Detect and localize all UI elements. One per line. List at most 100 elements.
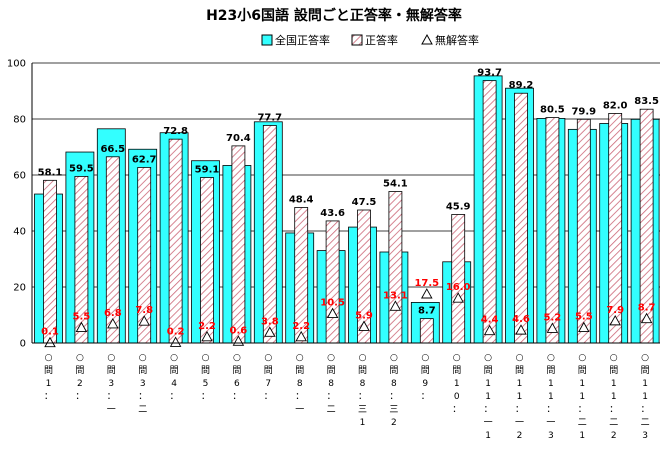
bar-correct (419, 318, 434, 344)
value-label-no-answer: 5.9 (355, 310, 373, 321)
marker-no-answer (326, 307, 339, 319)
value-label-no-answer: 3.8 (261, 316, 279, 327)
marker-no-answer (75, 321, 88, 333)
value-label-correct: 58.1 (38, 167, 63, 178)
x-category-glyph: ○ (170, 353, 178, 363)
x-category-glyph: 問 (44, 365, 53, 376)
x-category-glyph: ： (75, 392, 84, 402)
x-category-glyph: ： (327, 392, 336, 402)
x-category-glyph: 4 (171, 379, 177, 389)
marker-no-answer (138, 315, 150, 326)
x-category-glyph: ： (358, 392, 367, 402)
value-label-correct: 83.5 (634, 96, 659, 107)
x-axis-categories: ○ 問 1 ： ○ 問 2 ： ○ 問 3 ： 一 ○ 問 3 ： 二 ○ 問 4 ： ○ 問 5 ： ○ 問 6 ： ○ 問 7 ： ○ 問 8 ： 一 ○… (44, 353, 650, 441)
x-category-glyph: ： (389, 392, 398, 402)
value-label-no-answer: 17.5 (414, 278, 439, 289)
bar-correct (43, 179, 57, 344)
value-label-correct: 89.2 (509, 80, 534, 91)
x-category-glyph: ： (264, 392, 273, 402)
value-label-no-answer: 0.1 (41, 327, 59, 338)
x-category-glyph: 2 (517, 431, 523, 441)
x-category-glyph: 二 (641, 418, 650, 428)
marker-no-answer (640, 312, 653, 324)
x-category-glyph: ： (170, 392, 179, 402)
value-labels: 58.1 0.1 59.5 5.5 66.5 6.8 62.7 7.8 72.8 0.2 59.1 2… (38, 68, 659, 338)
x-category-glyph: ○ (421, 353, 429, 363)
value-label-correct: 80.5 (540, 105, 565, 116)
value-label-correct: 45.9 (446, 201, 471, 212)
marker-no-answer (107, 318, 119, 329)
legend-marker-no-answer (421, 33, 433, 45)
x-category-glyph: ○ (233, 353, 241, 363)
value-label-correct: 54.1 (383, 179, 408, 190)
x-category-glyph: 問 (641, 365, 650, 376)
y-tick-label: 100 (7, 59, 26, 70)
x-category-glyph: 1 (360, 418, 366, 428)
value-label-correct: 77.7 (257, 112, 282, 123)
y-tick-label: 40 (13, 227, 26, 238)
bar-correct (325, 220, 340, 344)
value-label-no-answer: 5.5 (575, 312, 593, 323)
x-category-glyph: ： (201, 392, 210, 402)
x-category-glyph: 2 (77, 379, 83, 389)
bar-correct (451, 214, 466, 344)
bar-correct (388, 191, 403, 344)
x-category-glyph: 1 (485, 379, 491, 389)
x-category-glyph: 8 (391, 379, 397, 389)
x-category-glyph: 1 (579, 392, 585, 402)
x-category-glyph: 1 (46, 379, 52, 389)
x-category-glyph: ： (609, 405, 618, 415)
x-category-glyph: 一 (515, 418, 524, 428)
x-category-glyph: 3 (642, 431, 648, 441)
x-category-glyph: ○ (359, 353, 367, 363)
value-label-correct: 59.1 (195, 165, 220, 176)
value-label-no-answer: 4.6 (512, 314, 530, 325)
x-category-glyph: 一 (546, 418, 555, 428)
value-label-no-answer: 2.2 (292, 321, 310, 332)
value-label-correct: 8.7 (418, 306, 436, 317)
x-category-glyph: ○ (547, 353, 555, 363)
x-category-glyph: 9 (422, 379, 428, 389)
value-label-no-answer: 13.1 (383, 290, 408, 301)
x-category-glyph: 3 (548, 431, 554, 441)
marker-no-answer (358, 320, 370, 331)
x-category-glyph: 8 (297, 379, 303, 389)
bar-correct (262, 125, 277, 344)
x-category-glyph: 1 (611, 392, 617, 402)
gridlines (32, 62, 660, 288)
x-category-glyph: 1 (548, 379, 554, 389)
x-category-glyph: ： (452, 405, 461, 415)
x-category-glyph: 6 (234, 379, 240, 389)
value-label-correct: 62.7 (132, 154, 157, 165)
y-tick-label: 80 (13, 115, 26, 126)
marker-no-answer (44, 336, 56, 348)
value-label-no-answer: 8.7 (638, 303, 656, 314)
x-category-glyph: 1 (517, 392, 523, 402)
x-category-glyph: 二 (609, 418, 618, 428)
marker-no-answer (201, 330, 213, 342)
bar-correct (168, 138, 183, 344)
x-category-glyph: 問 (138, 365, 147, 376)
marker-no-answer (389, 300, 402, 311)
x-category-glyph: 1 (485, 392, 491, 402)
x-category-glyph: ○ (327, 353, 335, 363)
y-tick-label: 20 (13, 283, 26, 294)
x-category-glyph: 三 (358, 405, 367, 415)
legend-label-correct: 正答率 (365, 33, 398, 47)
value-label-correct: 47.5 (352, 197, 377, 208)
x-category-glyph: ： (107, 392, 116, 402)
value-label-no-answer: 7.9 (606, 305, 624, 316)
x-category-glyph: 1 (517, 379, 523, 389)
bar-correct (514, 92, 528, 344)
x-category-glyph: 問 (327, 365, 336, 376)
value-label-no-answer: 0.2 (167, 326, 185, 337)
legend-label-national: 全国正答率 (275, 33, 330, 47)
x-category-glyph: ○ (264, 353, 272, 363)
bar-correct (576, 118, 591, 344)
x-category-glyph: ： (641, 405, 650, 415)
x-category-glyph: 問 (170, 365, 179, 376)
x-category-glyph: ○ (107, 353, 115, 363)
value-label-correct: 59.5 (69, 163, 94, 174)
x-category-glyph: ○ (641, 353, 649, 363)
